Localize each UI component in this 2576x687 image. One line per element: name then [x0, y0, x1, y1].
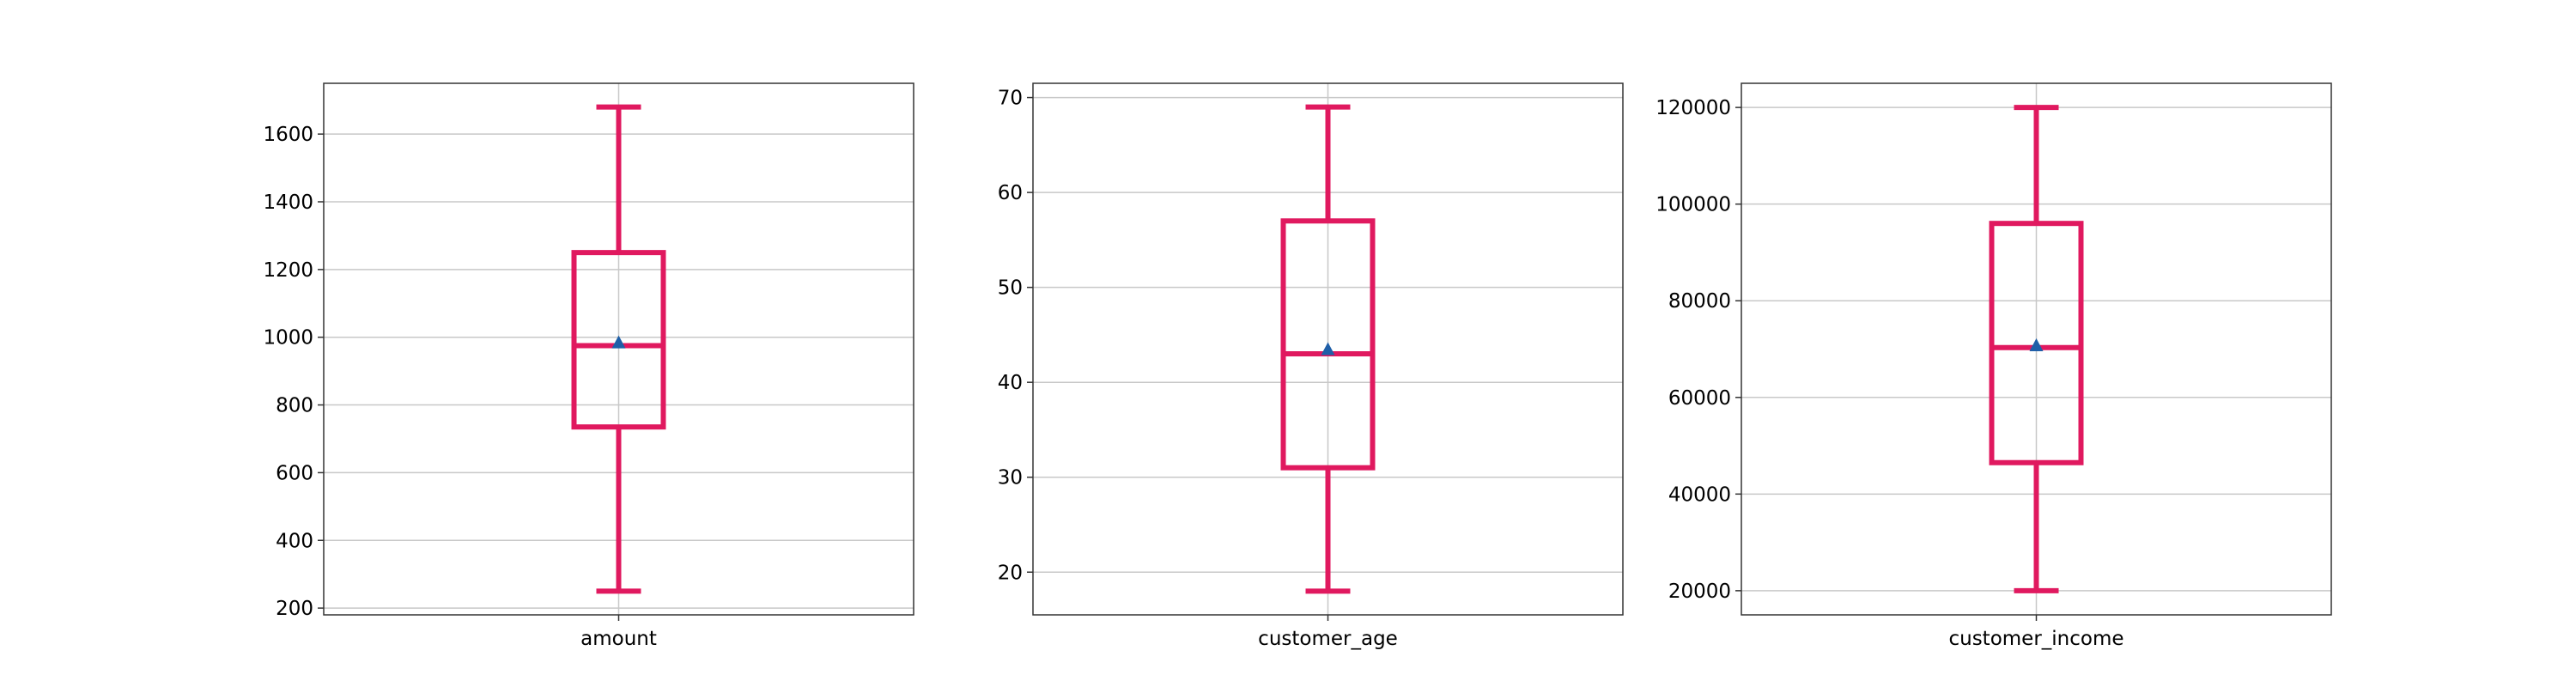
- customer-income-panel: 20000 40000 60000 80000 100000 120000 customer…: [1656, 82, 2332, 650]
- y-tick-label: 60000: [1668, 387, 1731, 410]
- mean-marker: [1321, 342, 1335, 356]
- iqr-box: [1989, 221, 2084, 465]
- mean-marker: [2029, 337, 2044, 351]
- customer-age-panel: 20 30 40 50 60 70 customer_age: [998, 82, 1624, 650]
- y-tick-label: 20: [998, 562, 1023, 584]
- mean-marker: [611, 335, 626, 349]
- iqr-box: [571, 250, 666, 430]
- iqr-box: [1280, 218, 1376, 471]
- category-label: customer_age: [1258, 628, 1398, 650]
- y-tick-label: 30: [998, 467, 1023, 489]
- y-tick-label: 60: [998, 182, 1023, 204]
- axes-frame: [1032, 82, 1624, 616]
- y-tick-label: 20000: [1668, 581, 1731, 603]
- y-tick-label: 80000: [1668, 290, 1731, 313]
- y-tick-label: 400: [276, 530, 313, 552]
- y-tick-label: 100000: [1656, 194, 1731, 216]
- category-label: customer_income: [1948, 628, 2123, 650]
- y-tick-label: 600: [276, 462, 313, 484]
- axes-frame: [1741, 82, 2332, 616]
- y-tick-label: 50: [998, 277, 1023, 300]
- y-tick-label: 40: [998, 372, 1023, 394]
- y-tick-label: 40000: [1668, 483, 1731, 506]
- y-tick-label: 800: [276, 395, 313, 417]
- y-tick-label: 1600: [263, 124, 313, 146]
- y-tick-label: 120000: [1656, 97, 1731, 119]
- y-tick-label: 1200: [263, 259, 313, 282]
- axes-frame: [323, 82, 914, 616]
- y-tick-label: 1400: [263, 192, 313, 214]
- amount-panel: 200 400 600 800 1000 1200 1400 1600 amount: [263, 82, 914, 650]
- y-tick-label: 200: [276, 598, 313, 620]
- category-label: amount: [580, 628, 657, 650]
- y-tick-label: 1000: [263, 327, 313, 350]
- y-tick-label: 70: [998, 88, 1023, 110]
